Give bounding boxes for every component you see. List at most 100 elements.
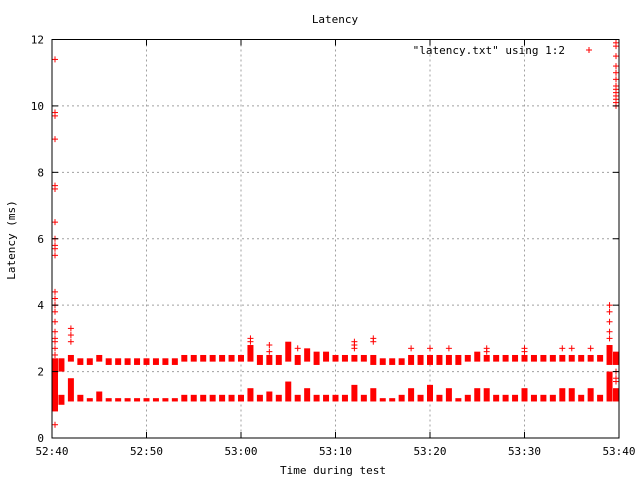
data-cluster	[483, 345, 490, 402]
upper-band-mark	[219, 354, 226, 362]
outlier-point	[613, 69, 619, 76]
data-cluster	[86, 358, 93, 402]
upper-band-mark	[77, 358, 84, 365]
axis-ticks	[51, 39, 620, 439]
outlier-point	[483, 345, 490, 352]
outlier-point	[613, 39, 619, 46]
upper-band-mark	[332, 354, 339, 362]
upper-band-mark	[360, 354, 367, 362]
data-cluster	[597, 354, 604, 402]
lower-band-mark	[512, 394, 519, 402]
upper-band-mark	[228, 354, 235, 362]
upper-band-mark	[152, 358, 159, 365]
data-cluster	[408, 345, 415, 402]
outlier-point	[408, 345, 415, 352]
data-cluster	[389, 358, 396, 402]
outlier-point	[52, 56, 58, 63]
lower-band-mark	[115, 398, 122, 402]
upper-band-mark	[587, 354, 594, 362]
lower-band-mark	[58, 394, 65, 405]
upper-band-mark	[266, 354, 273, 365]
lower-band-mark	[455, 398, 462, 402]
data-cluster	[351, 338, 358, 402]
upper-band-mark	[389, 358, 396, 365]
lower-band-mark	[587, 388, 594, 402]
lower-band-mark	[341, 394, 348, 402]
data-cluster	[512, 354, 519, 402]
upper-band-mark	[474, 351, 481, 362]
upper-band-mark	[493, 354, 500, 362]
data-cluster	[58, 358, 65, 405]
lower-band-mark	[578, 394, 585, 402]
outlier-point	[606, 335, 613, 342]
upper-band-mark	[549, 354, 556, 362]
x-tick-label: 53:40	[602, 445, 635, 458]
upper-band-mark	[52, 358, 58, 372]
outlier-point	[52, 421, 58, 428]
outlier-point	[613, 63, 619, 70]
lower-band-mark	[266, 391, 273, 402]
outlier-point	[52, 345, 58, 352]
outlier-point	[613, 82, 619, 89]
outlier-point	[427, 345, 433, 352]
upper-band-mark	[134, 358, 141, 365]
data-cluster	[294, 345, 301, 402]
data-cluster	[143, 358, 150, 402]
upper-band-mark	[105, 358, 112, 365]
lower-band-mark	[105, 398, 112, 402]
upper-band-mark	[313, 351, 320, 365]
data-cluster	[134, 358, 141, 402]
lower-band-mark	[493, 394, 500, 402]
lower-band-mark	[370, 388, 377, 402]
upper-band-mark	[162, 358, 169, 365]
lower-band-mark	[200, 394, 207, 402]
x-tick-label: 52:50	[130, 445, 163, 458]
tick-labels: 0 2 4 6 8 10 12 52:40 52:50 53:00 53:10 53:20 53:30 5…	[31, 34, 636, 459]
outlier-point	[52, 308, 58, 315]
data-cluster	[474, 351, 481, 402]
upper-band-mark	[578, 354, 585, 362]
lower-band-mark	[143, 398, 150, 402]
upper-band-mark	[417, 354, 424, 365]
data-cluster	[313, 351, 320, 402]
lower-band-mark	[181, 394, 188, 402]
upper-band-mark	[559, 354, 566, 362]
lower-band-mark	[606, 371, 613, 402]
upper-band-mark	[238, 354, 244, 362]
data-cluster	[285, 341, 292, 402]
lower-band-mark	[96, 391, 103, 402]
upper-band-mark	[512, 354, 519, 362]
outlier-point	[52, 318, 58, 325]
x-tick-label: 53:30	[508, 445, 541, 458]
lower-band-mark	[256, 394, 263, 402]
outlier-point	[559, 345, 566, 352]
data-cluster	[200, 354, 207, 402]
lower-band-mark	[445, 388, 452, 402]
data-cluster	[256, 354, 263, 402]
lower-band-mark	[152, 398, 159, 402]
lower-band-mark	[323, 394, 330, 402]
outlier-point	[52, 182, 58, 189]
upper-band-mark	[96, 354, 103, 362]
outlier-point	[445, 345, 452, 352]
y-tick-label: 8	[37, 166, 44, 179]
lower-band-mark	[379, 398, 386, 402]
lower-band-mark	[483, 388, 490, 402]
legend-plus	[586, 47, 592, 53]
data-cluster	[540, 354, 547, 402]
lower-band-mark	[540, 394, 547, 402]
lower-band-mark	[568, 388, 575, 402]
lower-band-mark	[275, 394, 282, 402]
data-cluster	[124, 358, 131, 402]
upper-band-mark	[455, 354, 462, 365]
x-tick-label: 53:00	[224, 445, 257, 458]
data-cluster	[549, 354, 556, 402]
lower-band-mark	[351, 384, 358, 402]
outlier-point	[52, 219, 58, 226]
data-cluster	[275, 354, 282, 402]
lower-band-mark	[427, 384, 433, 402]
outlier-point	[606, 328, 613, 335]
y-tick-label: 12	[31, 34, 44, 47]
upper-band-mark	[323, 351, 330, 362]
